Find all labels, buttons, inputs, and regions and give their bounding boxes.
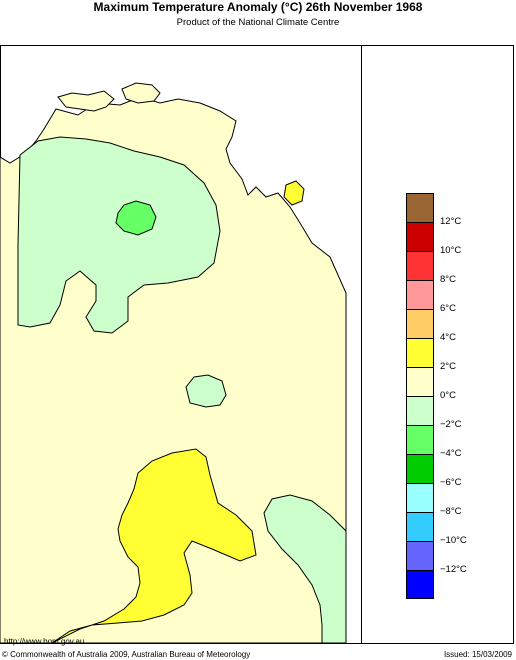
cool-region-northwest: [17, 136, 221, 334]
legend-swatch: [406, 425, 434, 454]
cool-region-southeast: [263, 494, 347, 643]
legend-swatch: [406, 512, 434, 541]
legend-swatch: [406, 483, 434, 512]
legend-tick: 4°C: [440, 332, 456, 343]
issued-date: Issued: 15/03/2009: [443, 650, 512, 659]
legend-tick: −4°C: [440, 448, 462, 459]
colour-legend: [406, 193, 434, 599]
legend-swatch: [406, 251, 434, 280]
legend-tick: −6°C: [440, 477, 462, 488]
legend-tick: −8°C: [440, 506, 462, 517]
legend-tick: −12°C: [440, 564, 467, 575]
legend-swatch: [406, 396, 434, 425]
copyright-text: © Commonwealth of Australia 2009, Austra…: [2, 650, 251, 659]
legend-tick: 12°C: [440, 216, 462, 227]
legend-swatch: [406, 309, 434, 338]
island-region-north-east: [121, 82, 161, 104]
legend-swatch: [406, 454, 434, 483]
frame-divider: [361, 45, 362, 644]
warm-region-south: [51, 448, 257, 643]
legend-tick: 0°C: [440, 390, 456, 401]
legend-swatch: [406, 193, 434, 222]
legend-swatch: [406, 541, 434, 570]
map-title: Maximum Temperature Anomaly (°C) 26th No…: [93, 0, 423, 14]
anomaly-map: [0, 82, 347, 643]
source-url[interactable]: http://www.bom.gov.au: [4, 637, 85, 646]
legend-tick: 10°C: [440, 245, 462, 256]
island-groote-eylandt: [283, 180, 305, 206]
cool-patch-central: [185, 374, 227, 408]
legend-tick: −2°C: [440, 419, 462, 430]
legend-swatch: [406, 367, 434, 396]
legend-tick: 6°C: [440, 303, 456, 314]
legend-swatch: [406, 280, 434, 309]
legend-swatch: [406, 570, 434, 599]
legend-swatch: [406, 222, 434, 251]
legend-tick: −10°C: [440, 535, 467, 546]
map-subtitle: Product of the National Climate Centre: [176, 17, 340, 28]
legend-tick: 8°C: [440, 274, 456, 285]
island-region-north: [57, 90, 115, 112]
cooler-patch: [115, 200, 157, 236]
legend-tick: 2°C: [440, 361, 456, 372]
legend-swatch: [406, 338, 434, 367]
